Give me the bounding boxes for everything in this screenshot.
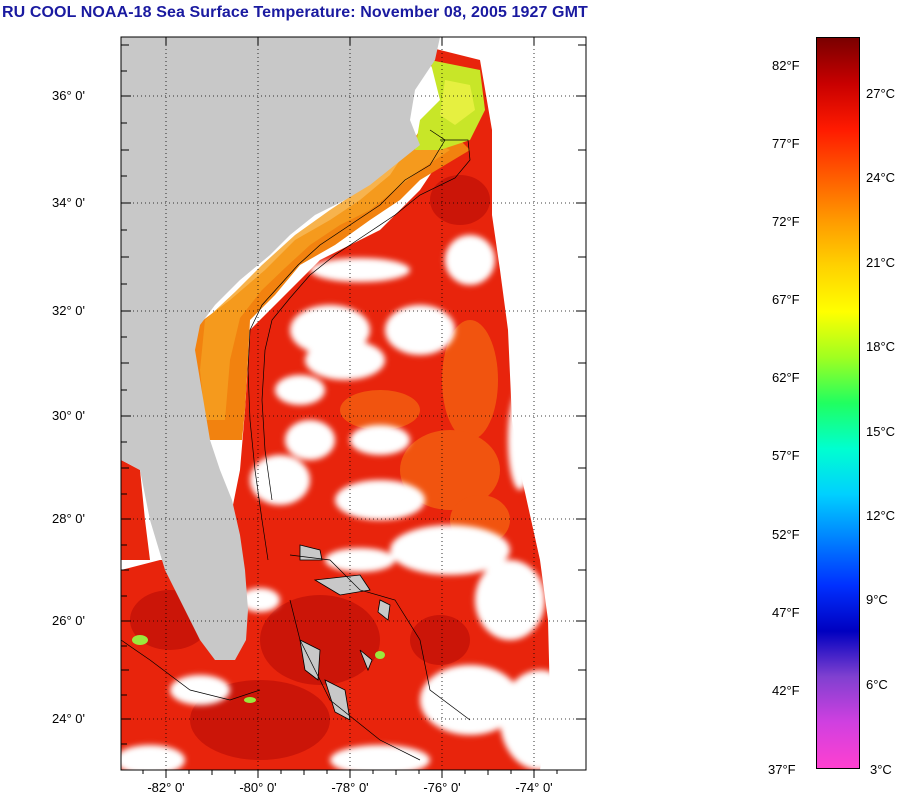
colorbar-f-label: 42°F <box>772 683 800 698</box>
lon-label: -78° 0' <box>331 780 369 795</box>
colorbar-f-label: 72°F <box>772 214 800 229</box>
colorbar-c-label: 12°C <box>866 508 896 523</box>
lat-label: 26° 0' <box>52 613 85 628</box>
lat-label: 32° 0' <box>52 303 85 318</box>
map-title: RU COOL NOAA-18 Sea Surface Temperature:… <box>2 4 588 21</box>
colorbar-c-label: 18°C <box>866 339 896 354</box>
colorbar-c-label: 21°C <box>866 255 896 270</box>
lat-label: 34° 0' <box>52 195 85 210</box>
lat-label: 28° 0' <box>52 511 85 526</box>
colorbar-f-label: 57°F <box>772 448 800 463</box>
lon-label: -76° 0' <box>423 780 461 795</box>
axis-ticks <box>121 37 586 778</box>
lon-label: -80° 0' <box>239 780 277 795</box>
colorbar-c-label: 15°C <box>866 424 896 439</box>
colorbar-f-label: 82°F <box>772 58 800 73</box>
colorbar-f-label: 62°F <box>772 370 800 385</box>
map-frame <box>120 36 587 771</box>
lon-label: -82° 0' <box>147 780 185 795</box>
colorbar-c-label: 3°C <box>870 762 892 777</box>
colorbar-f-label: 77°F <box>772 136 800 151</box>
colorbar-f-label: 67°F <box>772 292 800 307</box>
colorbar-f-label: 47°F <box>772 605 800 620</box>
colorbar-c-label: 6°C <box>866 677 888 692</box>
temperature-colorbar <box>816 37 860 769</box>
colorbar-c-label: 27°C <box>866 86 896 101</box>
colorbar-c-label: 24°C <box>866 170 896 185</box>
lat-label: 36° 0' <box>52 88 85 103</box>
lat-label: 30° 0' <box>52 408 85 423</box>
colorbar-f-label: 37°F <box>768 762 796 777</box>
land-us-coast <box>121 37 440 660</box>
lat-label: 24° 0' <box>52 711 85 726</box>
colorbar-f-label: 52°F <box>772 527 800 542</box>
lon-label: -74° 0' <box>515 780 553 795</box>
graticule <box>121 37 586 770</box>
colorbar-c-label: 9°C <box>866 592 888 607</box>
